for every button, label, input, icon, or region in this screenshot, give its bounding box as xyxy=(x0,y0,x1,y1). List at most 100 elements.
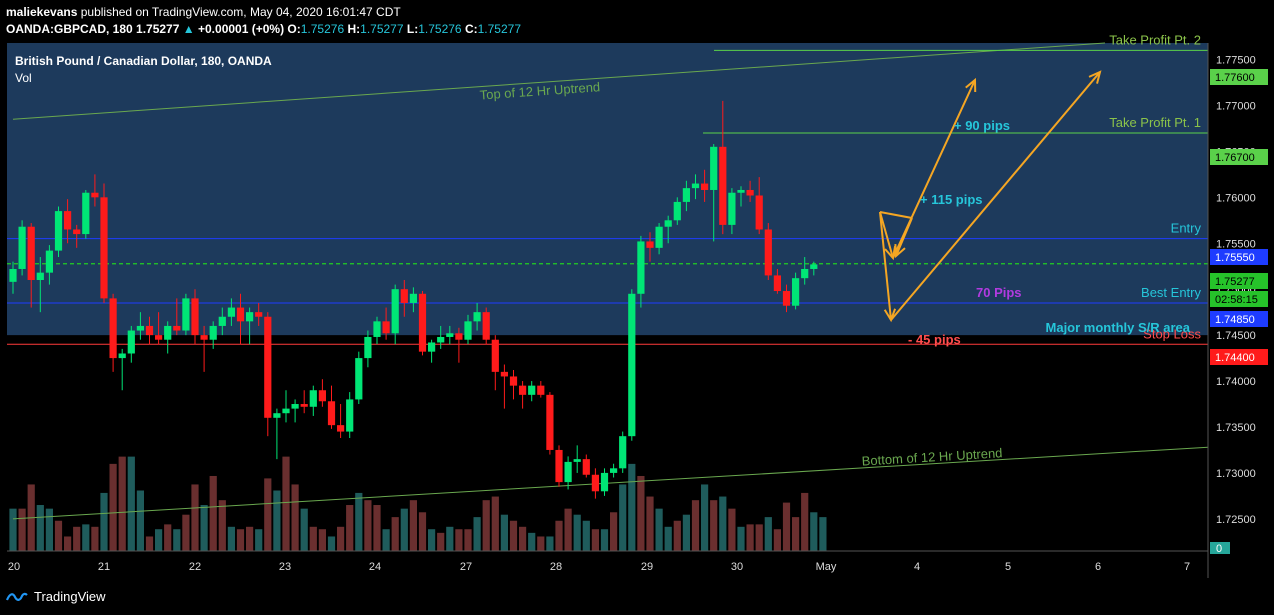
candle[interactable] xyxy=(792,278,800,306)
candle[interactable] xyxy=(646,241,654,248)
candle[interactable] xyxy=(182,298,190,331)
candle[interactable] xyxy=(100,197,108,299)
candle[interactable] xyxy=(200,335,208,340)
candle[interactable] xyxy=(236,307,245,322)
candle[interactable] xyxy=(810,264,818,269)
candle[interactable] xyxy=(9,268,17,282)
candle[interactable] xyxy=(455,333,463,340)
candle[interactable] xyxy=(519,385,527,395)
candle[interactable] xyxy=(91,192,99,198)
candle[interactable] xyxy=(509,376,518,386)
candle[interactable] xyxy=(564,461,572,483)
candle[interactable] xyxy=(528,385,536,395)
candle[interactable] xyxy=(655,226,663,248)
candle[interactable] xyxy=(227,307,235,317)
candle[interactable] xyxy=(555,449,563,483)
candle[interactable] xyxy=(382,321,390,334)
candle[interactable] xyxy=(710,146,718,190)
candle[interactable] xyxy=(701,183,709,190)
candle[interactable] xyxy=(728,192,736,225)
candle[interactable] xyxy=(209,325,217,340)
candle[interactable] xyxy=(64,211,72,230)
arrow-tp2-b[interactable] xyxy=(890,71,1101,321)
candle[interactable] xyxy=(573,459,581,462)
arrow-small[interactable] xyxy=(895,217,913,257)
candle[interactable] xyxy=(136,325,144,331)
price-chart[interactable]: Take Profit Pt. 2 Take Profit Pt. 1 Entry B… xyxy=(0,0,1274,578)
candle[interactable] xyxy=(610,468,618,473)
candle[interactable] xyxy=(409,293,417,303)
candle[interactable] xyxy=(755,195,763,230)
candle[interactable] xyxy=(628,293,636,437)
candle[interactable] xyxy=(82,192,90,235)
candle[interactable] xyxy=(300,404,308,407)
symbol-label[interactable]: OANDA:GBPCAD, 180 xyxy=(6,22,133,36)
candle[interactable] xyxy=(54,211,63,251)
candle[interactable] xyxy=(127,330,135,354)
candle[interactable] xyxy=(364,336,372,359)
candle[interactable] xyxy=(782,291,791,306)
candle[interactable] xyxy=(255,312,263,317)
tradingview-brand[interactable]: TradingView xyxy=(6,589,106,604)
candle[interactable] xyxy=(109,298,117,359)
candle[interactable] xyxy=(801,268,809,279)
candle[interactable] xyxy=(337,425,345,432)
candle[interactable] xyxy=(18,226,26,269)
candle[interactable] xyxy=(600,472,609,492)
candle[interactable] xyxy=(291,404,299,409)
candle[interactable] xyxy=(155,335,163,340)
top-uptrend-line[interactable] xyxy=(12,42,1106,120)
candle[interactable] xyxy=(173,325,181,331)
candle[interactable] xyxy=(355,358,363,400)
candle[interactable] xyxy=(118,353,126,359)
candle[interactable] xyxy=(746,189,754,196)
candle[interactable] xyxy=(309,390,317,407)
candle[interactable] xyxy=(537,385,545,395)
candle[interactable] xyxy=(637,241,645,294)
candle[interactable] xyxy=(491,339,499,372)
candle[interactable] xyxy=(282,408,290,414)
candle[interactable] xyxy=(437,336,445,343)
author-name[interactable]: maliekevans xyxy=(6,5,78,19)
candle[interactable] xyxy=(73,229,81,235)
candle[interactable] xyxy=(45,250,53,273)
candle[interactable] xyxy=(446,333,454,337)
candle[interactable] xyxy=(273,413,281,418)
candle[interactable] xyxy=(418,293,427,352)
candle[interactable] xyxy=(391,289,399,334)
candle[interactable] xyxy=(373,321,381,337)
candle[interactable] xyxy=(318,390,326,402)
candle[interactable] xyxy=(673,201,681,221)
candle[interactable] xyxy=(719,146,727,225)
candle[interactable] xyxy=(327,401,336,426)
candle[interactable] xyxy=(27,226,35,281)
candle[interactable] xyxy=(164,325,172,340)
candle[interactable] xyxy=(482,312,490,340)
candle[interactable] xyxy=(582,459,590,475)
candle[interactable] xyxy=(191,298,199,336)
candle[interactable] xyxy=(473,312,481,322)
candle[interactable] xyxy=(591,474,599,492)
candle[interactable] xyxy=(619,436,627,469)
candle[interactable] xyxy=(764,229,772,276)
candle[interactable] xyxy=(773,275,781,292)
candle[interactable] xyxy=(145,325,154,336)
candle[interactable] xyxy=(682,188,690,202)
candle[interactable] xyxy=(36,272,44,281)
candle[interactable] xyxy=(346,399,354,432)
candle[interactable] xyxy=(246,312,254,322)
arrow-drop-2[interactable] xyxy=(879,211,892,321)
candle[interactable] xyxy=(691,183,700,189)
candle[interactable] xyxy=(428,342,436,352)
bottom-uptrend-line[interactable] xyxy=(12,446,1209,520)
candle[interactable] xyxy=(546,394,554,450)
candle[interactable] xyxy=(464,321,472,340)
arrow-drop-1[interactable] xyxy=(879,211,894,259)
volume-bar xyxy=(555,520,563,551)
candle[interactable] xyxy=(664,220,672,227)
candle[interactable] xyxy=(737,189,745,193)
candle[interactable] xyxy=(400,289,408,303)
candle[interactable] xyxy=(500,371,508,377)
candle[interactable] xyxy=(218,316,226,326)
candle[interactable] xyxy=(264,316,272,418)
